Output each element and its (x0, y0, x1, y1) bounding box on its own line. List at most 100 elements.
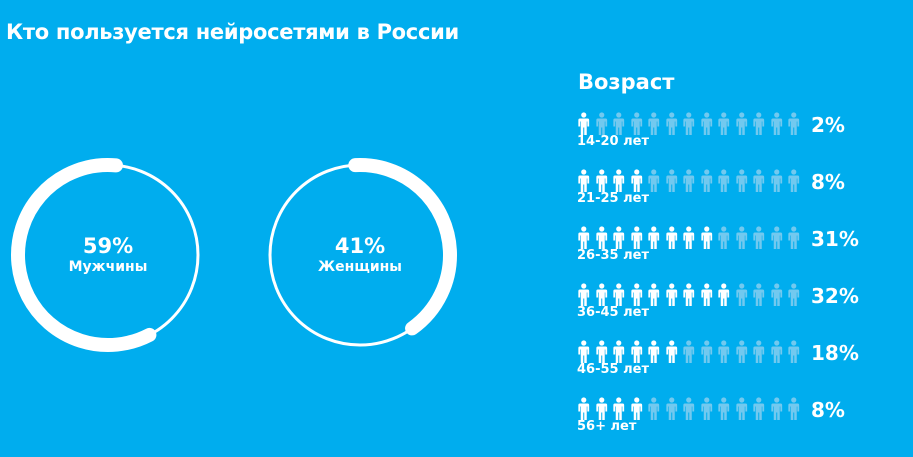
person-icon (593, 283, 611, 307)
person-icon (733, 283, 751, 307)
age-row: 21-25 лет 8% (575, 169, 875, 226)
person-icon (715, 340, 733, 364)
person-icon (610, 397, 628, 421)
person-icon (663, 397, 681, 421)
person-icon (593, 397, 611, 421)
age-percent: 18% (811, 341, 859, 365)
person-icons (575, 340, 803, 364)
person-icon (663, 340, 681, 364)
person-icon (715, 397, 733, 421)
person-icon (628, 397, 646, 421)
person-icon (680, 397, 698, 421)
age-percent: 2% (811, 113, 845, 137)
age-range-label: 14-20 лет (577, 134, 649, 149)
person-icon (628, 226, 646, 250)
person-icon (698, 340, 716, 364)
person-icon (698, 397, 716, 421)
male-percent: 59% (82, 234, 134, 258)
person-icon (785, 340, 803, 364)
person-icon (698, 226, 716, 250)
person-icon (768, 397, 786, 421)
person-icon (750, 112, 768, 136)
male-label: Мужчины (68, 259, 148, 275)
person-icons (575, 169, 803, 193)
person-icon (663, 283, 681, 307)
person-icon (785, 169, 803, 193)
person-icon (575, 169, 593, 193)
person-icon (715, 226, 733, 250)
person-icon (663, 169, 681, 193)
male-donut-chart: 59% Мужчины (8, 155, 208, 355)
person-icon (575, 340, 593, 364)
person-icon (575, 112, 593, 136)
person-icon (768, 169, 786, 193)
person-icon (768, 112, 786, 136)
age-percent: 8% (811, 398, 845, 422)
person-icon (768, 340, 786, 364)
person-icon (610, 340, 628, 364)
person-icon (715, 169, 733, 193)
person-icon (628, 112, 646, 136)
person-icon (733, 340, 751, 364)
age-section-title: Возраст (578, 70, 675, 94)
person-icon (698, 169, 716, 193)
age-pictogram-chart: 14-20 лет 2% 21-25 лет 8% 26-35 лет 31% … (575, 112, 875, 454)
age-range-label: 56+ лет (577, 419, 637, 434)
person-icon (575, 226, 593, 250)
person-icon (610, 226, 628, 250)
person-icon (750, 169, 768, 193)
page-title: Кто пользуется нейросетями в России (6, 20, 459, 44)
person-icon (785, 283, 803, 307)
person-icon (645, 397, 663, 421)
female-ring-graphic (263, 158, 457, 352)
age-row: 46-55 лет 18% (575, 340, 875, 397)
person-icon (628, 340, 646, 364)
person-icon (593, 112, 611, 136)
person-icon (733, 169, 751, 193)
age-row: 26-35 лет 31% (575, 226, 875, 283)
person-icon (610, 283, 628, 307)
person-icon (575, 283, 593, 307)
person-icon (785, 226, 803, 250)
person-icon (610, 169, 628, 193)
person-icon (663, 226, 681, 250)
person-icon (785, 112, 803, 136)
age-percent: 31% (811, 227, 859, 251)
person-icon (768, 226, 786, 250)
person-icon (715, 283, 733, 307)
person-icon (750, 226, 768, 250)
person-icon (663, 112, 681, 136)
person-icon (698, 283, 716, 307)
person-icon (680, 283, 698, 307)
person-icon (628, 169, 646, 193)
person-icon (750, 283, 768, 307)
person-icon (645, 112, 663, 136)
female-donut-chart: 41% Женщины (260, 155, 460, 355)
age-percent: 8% (811, 170, 845, 194)
age-row: 14-20 лет 2% (575, 112, 875, 169)
person-icon (785, 397, 803, 421)
person-icon (645, 226, 663, 250)
person-icons (575, 397, 803, 421)
person-icon (593, 169, 611, 193)
person-icons (575, 226, 803, 250)
person-icon (750, 397, 768, 421)
person-icon (645, 283, 663, 307)
person-icon (680, 226, 698, 250)
person-icon (733, 226, 751, 250)
person-icon (680, 340, 698, 364)
female-label: Женщины (318, 259, 402, 275)
person-icon (750, 340, 768, 364)
age-range-label: 21-25 лет (577, 191, 649, 206)
person-icon (680, 112, 698, 136)
person-icon (733, 112, 751, 136)
person-icon (593, 226, 611, 250)
age-row: 56+ лет 8% (575, 397, 875, 454)
person-icon (698, 112, 716, 136)
person-icon (733, 397, 751, 421)
person-icon (680, 169, 698, 193)
age-range-label: 36-45 лет (577, 305, 649, 320)
person-icon (575, 397, 593, 421)
person-icon (628, 283, 646, 307)
person-icons (575, 112, 803, 136)
